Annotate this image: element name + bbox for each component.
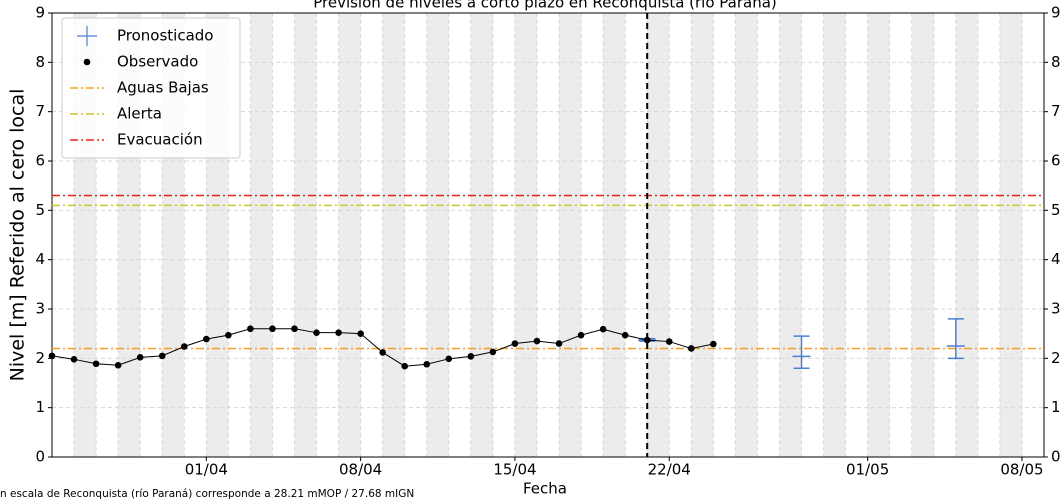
y2-tick-label: 9 <box>1051 4 1061 22</box>
day-band <box>250 13 273 457</box>
day-band <box>867 13 890 457</box>
observed-point <box>621 331 629 339</box>
observed-point <box>599 325 607 333</box>
day-band <box>426 13 449 457</box>
plot-frame <box>51 12 1045 458</box>
x-tick-label: 22/04 <box>648 461 691 479</box>
x-tick-label: 08/04 <box>339 461 382 479</box>
day-band <box>294 13 317 457</box>
observed-point <box>136 354 144 361</box>
observed-point <box>313 329 320 336</box>
observed-point <box>643 336 651 344</box>
day-band <box>338 13 361 457</box>
observed-point <box>291 325 298 333</box>
observed-point <box>70 356 78 363</box>
y2-tick-label: 6 <box>1051 152 1061 170</box>
observed-point <box>687 345 695 352</box>
y-tick-label: 7 <box>35 102 45 120</box>
y2-tick-label: 0 <box>1051 448 1061 466</box>
y2-tick-label: 7 <box>1051 102 1061 120</box>
y-tick-label: 4 <box>35 250 45 268</box>
y-tick-label: 5 <box>35 201 45 219</box>
legend-label: Aguas Bajas <box>117 79 209 97</box>
footnote: n escala de Reconquista (río Paraná) cor… <box>0 488 414 500</box>
observed-point <box>489 348 497 356</box>
y2-tick-label: 5 <box>1051 201 1061 219</box>
day-band <box>779 13 802 457</box>
day-band <box>382 13 405 457</box>
y-tick-label: 1 <box>35 398 45 416</box>
y-tick-label: 9 <box>35 4 45 22</box>
y-tick-label: 0 <box>35 448 45 466</box>
observed-point <box>180 343 188 350</box>
day-band <box>735 13 758 457</box>
observed-point <box>710 340 717 348</box>
y-tick-label: 3 <box>35 300 45 318</box>
observed-point <box>357 330 364 337</box>
y2-tick-label: 2 <box>1051 349 1061 367</box>
y2-tick-label: 4 <box>1051 250 1061 268</box>
day-band <box>514 13 537 457</box>
observed-point <box>577 331 585 339</box>
observed-point <box>555 340 563 347</box>
y-axis-label: Nivel [m] Referido al cero local <box>7 89 29 382</box>
observed-point <box>247 325 254 333</box>
x-axis-label: Fecha <box>523 480 567 498</box>
legend-label: Evacuación <box>117 131 203 149</box>
observed-point <box>423 360 431 368</box>
y2-tick-label: 3 <box>1051 300 1061 318</box>
day-band <box>823 13 846 457</box>
day-band <box>691 13 714 457</box>
observed-point <box>92 360 100 368</box>
observed-point <box>269 325 276 333</box>
observed-point <box>467 353 475 360</box>
day-band <box>647 13 670 457</box>
observed-point <box>401 362 409 370</box>
observed-point <box>335 329 342 336</box>
observed-point <box>225 331 232 339</box>
legend-label: Observado <box>117 53 198 71</box>
observed-point <box>533 337 541 345</box>
observed-point <box>48 352 56 360</box>
observed-point <box>511 340 519 347</box>
observed-point <box>158 352 166 360</box>
x-tick-label: 01/05 <box>846 461 889 479</box>
y-tick-label: 6 <box>35 152 45 170</box>
day-band <box>999 13 1022 457</box>
y-tick-label: 2 <box>35 349 45 367</box>
chart-title: Previsión de niveles a corto plazo en Re… <box>313 0 777 12</box>
legend-label: Pronosticado <box>117 27 213 45</box>
observed-point <box>445 355 453 363</box>
legend-marker <box>83 58 91 66</box>
x-tick-label: 08/05 <box>1000 461 1043 479</box>
y2-tick-label: 8 <box>1051 53 1061 71</box>
day-band <box>955 13 978 457</box>
legend-box <box>61 17 241 159</box>
x-tick-label: 15/04 <box>493 461 536 479</box>
observed-point <box>665 338 673 345</box>
observed-point <box>114 361 122 369</box>
observed-point <box>203 335 210 343</box>
day-band <box>911 13 934 457</box>
observed-point <box>379 349 386 356</box>
day-band <box>559 13 582 457</box>
day-band <box>603 13 626 457</box>
x-tick-label: 01/04 <box>185 461 228 479</box>
y-tick-label: 8 <box>35 53 45 71</box>
y2-tick-label: 1 <box>1051 398 1061 416</box>
day-band <box>470 13 493 457</box>
legend-label: Alerta <box>117 105 162 123</box>
